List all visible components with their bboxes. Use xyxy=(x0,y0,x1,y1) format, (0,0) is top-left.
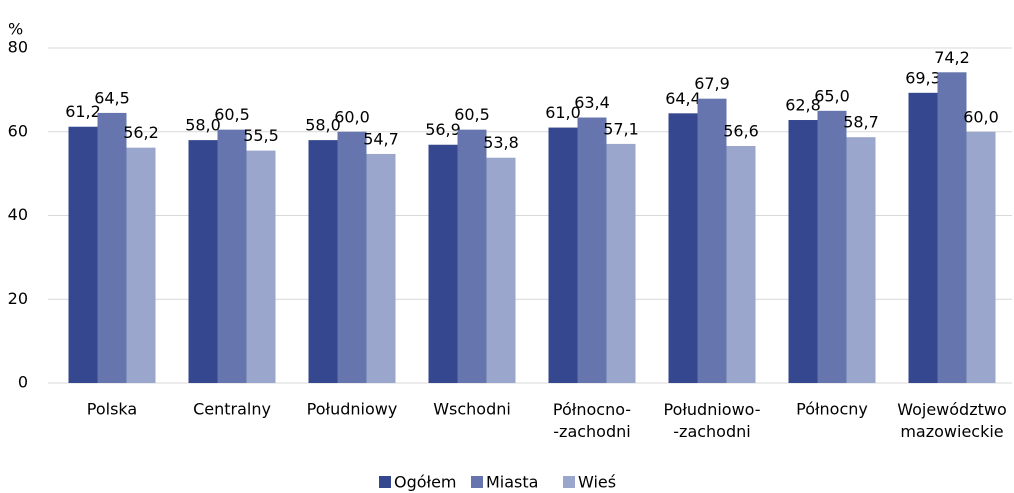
value-label: 60,0 xyxy=(963,107,999,126)
y-tick-label: 80 xyxy=(8,38,28,57)
bar xyxy=(788,120,818,384)
value-label: 58,0 xyxy=(305,116,341,135)
bar xyxy=(726,145,756,383)
bar xyxy=(308,140,338,383)
bar xyxy=(97,112,127,383)
bar xyxy=(246,150,276,383)
x-tick-label: Południowo--zachodni xyxy=(663,400,760,441)
value-label: 60,0 xyxy=(334,107,370,126)
bar xyxy=(68,126,98,383)
x-tick-label: Wschodni xyxy=(433,400,511,419)
x-tick-label: Województwo mazowieckie xyxy=(897,400,1007,441)
legend-swatch xyxy=(471,476,483,488)
value-label: 53,8 xyxy=(483,133,519,152)
value-label: 74,2 xyxy=(934,48,970,67)
legend-swatch xyxy=(379,476,391,488)
x-tick-label: Południowy xyxy=(307,400,398,419)
bar xyxy=(486,157,516,383)
value-label: 56,9 xyxy=(425,120,461,139)
x-tick-label: Centralny xyxy=(193,400,271,419)
value-label: 60,5 xyxy=(214,105,250,124)
y-tick-label: 0 xyxy=(18,373,28,392)
legend-label: Wieś xyxy=(578,473,616,492)
x-tick-label: Polska xyxy=(87,400,137,419)
value-label: 54,7 xyxy=(363,129,399,148)
value-label: 67,9 xyxy=(694,74,730,93)
value-label: 65,0 xyxy=(814,86,850,105)
value-label: 58,7 xyxy=(843,113,879,132)
value-label: 57,1 xyxy=(603,119,639,138)
bar xyxy=(188,140,218,383)
value-label: 69,3 xyxy=(905,68,941,87)
value-label: 56,2 xyxy=(123,123,159,142)
bar xyxy=(217,129,247,383)
value-label: 56,6 xyxy=(723,121,759,140)
bar xyxy=(337,131,367,383)
bar xyxy=(937,72,967,383)
legend-label: Ogółem xyxy=(394,473,457,492)
bar xyxy=(668,113,698,383)
bar xyxy=(457,129,487,383)
bar xyxy=(966,131,996,383)
x-tick-label: Północny xyxy=(796,400,868,419)
x-tick-label: Północno--zachodni xyxy=(553,400,631,441)
bar xyxy=(366,153,396,383)
y-axis-label: % xyxy=(8,20,23,39)
legend-label: Miasta xyxy=(486,473,538,492)
y-tick-label: 20 xyxy=(8,289,28,308)
bar xyxy=(697,98,727,383)
value-label: 64,4 xyxy=(665,89,701,108)
bar xyxy=(577,117,607,383)
value-label: 58,0 xyxy=(185,116,221,135)
bar xyxy=(817,110,847,383)
y-tick-label: 60 xyxy=(8,121,28,140)
value-label: 55,5 xyxy=(243,126,279,145)
bar xyxy=(126,147,156,383)
bar xyxy=(606,143,636,383)
value-label: 60,5 xyxy=(454,105,490,124)
legend-swatch xyxy=(563,476,575,488)
value-label: 61,2 xyxy=(65,102,101,121)
bar xyxy=(846,137,876,383)
bar xyxy=(548,127,578,383)
value-label: 62,8 xyxy=(785,96,821,115)
value-label: 63,4 xyxy=(574,93,610,112)
value-label: 64,5 xyxy=(94,88,130,107)
y-tick-label: 40 xyxy=(8,205,28,224)
value-label: 61,0 xyxy=(545,103,581,122)
bar xyxy=(428,144,458,383)
bar xyxy=(908,92,938,384)
